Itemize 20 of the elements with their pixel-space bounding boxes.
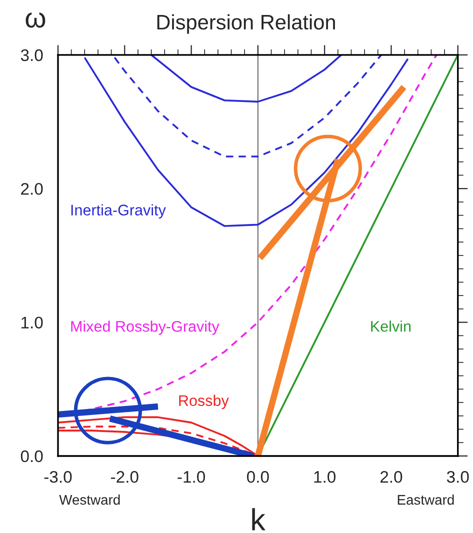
text: Eastward [398,494,454,505]
series-label: Inertia-Gravity [71,204,166,218]
y-tick-label: 0.0 [20,450,43,462]
x-tick-label: -1.0 [178,471,205,483]
x-tick-label: 0.0 [246,471,269,483]
y-tick-label: 2.0 [21,182,43,195]
x-axis-title: k [252,508,266,530]
chart-title: Dispersion Relation [157,14,335,34]
x-tick-label: 2.0 [380,471,402,483]
series-label: Mixed Rossby-Gravity [71,320,220,335]
x-tick-label: -3.0 [44,471,72,483]
y-axis-title: ω [26,12,46,28]
text: Westward [59,494,120,505]
y-tick-label: 1.0 [22,316,43,328]
y-tick-label: 3.0 [20,49,43,62]
text: Kelvin [371,320,411,332]
series-label: Rossby [179,394,229,410]
x-tick-label: 1.0 [314,471,336,483]
x-tick-label: -2.0 [111,471,138,483]
x-tick-label: 3.0 [446,471,469,483]
